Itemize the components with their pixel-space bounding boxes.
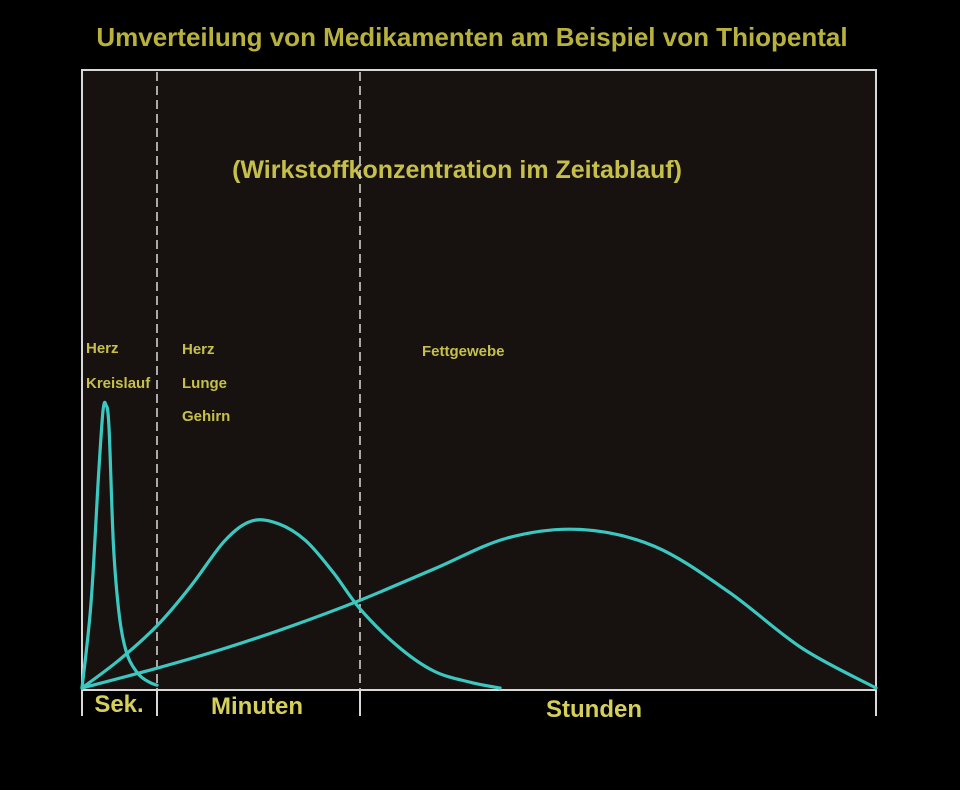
plot-area xyxy=(81,69,877,691)
compartment-labels: Herz Kreislauf Herz Lunge Gehirn Fettgewebe xyxy=(86,340,505,425)
concentration-curves xyxy=(80,400,878,690)
compartment-label-3-1: Fettgewebe xyxy=(422,343,505,360)
compartment-label-2-1: Herz xyxy=(182,341,215,358)
x-tick-label-2: Minuten xyxy=(211,693,303,720)
series-line-3 xyxy=(80,527,878,690)
chart-title: Umverteilung von Medikamenten am Beispie… xyxy=(96,22,847,52)
chart-subtitle: (Wirkstoffkonzentration im Zeitablauf) xyxy=(232,156,682,184)
series-line-2 xyxy=(80,518,502,690)
compartment-label-2-3: Gehirn xyxy=(182,408,230,425)
phase-dividers xyxy=(156,72,361,690)
compartment-label-2-2: Lunge xyxy=(182,375,227,392)
plot-background xyxy=(82,70,876,690)
compartment-label-1-1: Herz xyxy=(86,340,119,357)
compartment-label-1-2: Kreislauf xyxy=(86,375,151,392)
plot-frame xyxy=(81,69,877,691)
x-tick-label-1: Sek. xyxy=(94,691,143,718)
x-tick-label-3: Stunden xyxy=(546,696,642,723)
x-axis-phases: Sek. Minuten Stunden xyxy=(81,690,877,723)
